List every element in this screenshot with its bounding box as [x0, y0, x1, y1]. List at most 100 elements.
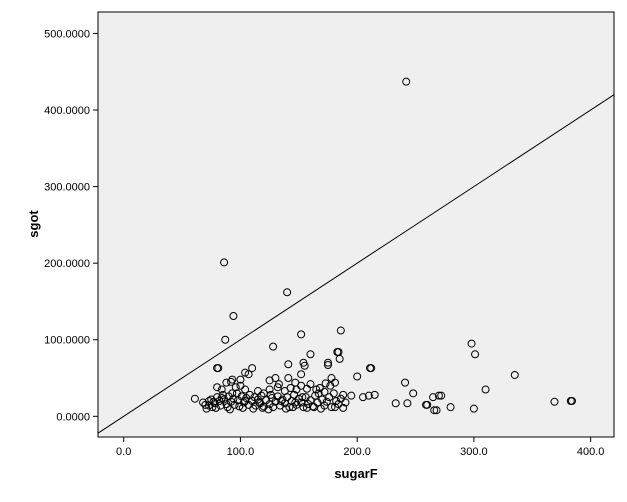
y-tick-label: 400.0000 [44, 105, 90, 117]
x-axis: 0.0 100.0 200.0 300.0 400.0 [116, 437, 604, 458]
data-point [213, 383, 222, 392]
data-point [339, 403, 348, 412]
data-point [467, 339, 476, 348]
data-point [481, 385, 490, 394]
data-point [347, 391, 356, 400]
x-tick-label: 200.0 [343, 446, 371, 458]
data-point [336, 326, 345, 335]
data-point [217, 393, 226, 402]
data-point [209, 397, 218, 406]
x-tick-label: 0.0 [116, 446, 131, 458]
data-point [286, 383, 295, 392]
data-point [255, 398, 264, 407]
data-point [292, 385, 301, 394]
data-point [341, 398, 350, 407]
data-point [312, 385, 321, 394]
data-point [241, 385, 250, 394]
data-point [222, 378, 231, 387]
data-point [401, 378, 410, 387]
data-point [283, 393, 292, 402]
data-point [336, 394, 345, 403]
data-point [430, 406, 439, 415]
reference-line-layer [97, 94, 615, 434]
data-point [257, 391, 266, 400]
y-tick-label: 300.0000 [44, 182, 90, 194]
data-point [437, 391, 446, 400]
data-point [423, 400, 432, 409]
data-point [217, 385, 226, 394]
data-point [236, 375, 245, 384]
data-point [238, 403, 247, 412]
data-point [567, 397, 576, 406]
data-point [316, 404, 325, 413]
data-point [300, 361, 309, 370]
data-point [273, 383, 282, 392]
data-point [391, 399, 400, 408]
plot-area [97, 11, 615, 438]
x-tick-label: 300.0 [460, 446, 488, 458]
x-axis-title: sugarF [334, 466, 377, 481]
data-point [265, 376, 274, 385]
data-point [402, 77, 411, 86]
data-point [302, 384, 311, 393]
y-axis: 0.0000 100.0000 200.0000 300.0000 400.0000 50… [44, 28, 98, 423]
data-point [221, 335, 230, 344]
y-tick-label: 200.0000 [44, 258, 90, 270]
data-point [298, 393, 307, 402]
data-point [434, 391, 443, 400]
data-point [228, 389, 237, 398]
y-tick-label: 0.0000 [56, 411, 90, 423]
data-point [284, 360, 293, 369]
data-point [323, 358, 332, 367]
data-point [225, 405, 234, 414]
data-point [266, 390, 275, 399]
data-point [550, 397, 559, 406]
data-point [271, 397, 280, 406]
data-point [220, 258, 229, 267]
data-points-layer [190, 77, 576, 415]
data-point [315, 383, 324, 392]
data-point [370, 390, 379, 399]
data-point [297, 370, 306, 379]
data-point [239, 398, 248, 407]
data-point [321, 379, 330, 388]
data-point [322, 397, 331, 406]
data-point [229, 312, 238, 321]
data-point [202, 404, 211, 413]
data-point [403, 399, 412, 408]
data-point [227, 377, 236, 386]
data-point [264, 405, 273, 414]
data-point [339, 390, 348, 399]
data-point [314, 389, 323, 398]
data-point [364, 391, 373, 400]
data-point [297, 330, 306, 339]
data-point [214, 364, 223, 373]
data-point [190, 394, 199, 403]
data-point [277, 397, 286, 406]
data-point [359, 393, 368, 402]
data-point [291, 398, 300, 407]
data-point [335, 354, 344, 363]
y-tick-label: 500.0000 [44, 28, 90, 40]
data-point [288, 403, 297, 412]
data-point [471, 350, 480, 359]
data-point [308, 402, 317, 411]
data-point [269, 342, 278, 351]
data-point [306, 350, 315, 359]
data-point [241, 368, 250, 377]
data-point [265, 385, 274, 394]
y-axis-title: sgot [26, 210, 41, 238]
reference-line [97, 94, 615, 434]
data-point [290, 390, 299, 399]
data-point [446, 403, 455, 412]
data-point [330, 403, 339, 412]
data-point [325, 393, 334, 402]
y-tick-label: 100.0000 [44, 335, 90, 347]
data-point [283, 288, 292, 297]
data-point [320, 387, 329, 396]
data-point [231, 383, 240, 392]
data-point [469, 404, 478, 413]
data-point [327, 403, 336, 412]
data-point [278, 395, 287, 404]
